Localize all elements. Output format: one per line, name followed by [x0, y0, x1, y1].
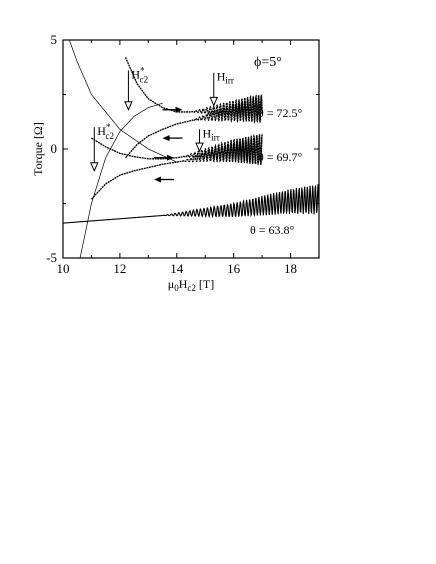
sweep-arrow-head [166, 154, 174, 161]
hirr-lower-arrow-head [195, 142, 204, 153]
sweep-arrow-head [162, 135, 170, 142]
hirr-upper-label: Hirr [217, 70, 234, 86]
sweep-arrow-head [175, 106, 183, 113]
background-curve-0 [68, 40, 177, 163]
theta-label: θ = 69.7° [258, 150, 303, 164]
x-tick-label: 12 [113, 261, 126, 276]
hc2-lower-arrow-head [90, 162, 99, 173]
theta-label: θ = 72.5° [258, 106, 303, 120]
annotations-layer: H* c2 H* c2 Hirr Hirr θ = 72.5° θ = 69.7° θ = 63… [90, 66, 303, 237]
x-tick-label: 14 [170, 261, 184, 276]
series-2-line [63, 184, 319, 224]
hirr-lower-label: Hirr [203, 126, 220, 142]
series-0-up-sweep [125, 96, 263, 159]
x-tick-label: 18 [284, 261, 297, 276]
y-tick-label: -5 [46, 250, 57, 265]
x-axis-label: μ0Hc2 [T] [168, 277, 214, 293]
x-tick-label: 16 [227, 261, 241, 276]
y-tick-label: 5 [51, 32, 58, 47]
series-1-up-sweep [90, 134, 263, 200]
hc2-upper-label: H* c2 [131, 66, 148, 85]
x-tick-label: 10 [57, 261, 70, 276]
hc2-upper-arrow-head [124, 101, 133, 112]
series-0-down-sweep [124, 57, 263, 122]
background-curve-1 [79, 102, 163, 258]
y-tick-label: 0 [51, 141, 58, 156]
panel-label: ϕ=5° [254, 55, 282, 70]
theta-label: θ = 63.8° [250, 223, 295, 237]
ticks-layer: 10 12 14 16 18 -5 0 5 [46, 32, 319, 276]
sweep-arrow-head [154, 176, 162, 183]
hc2-lower-label: H* c2 [97, 122, 114, 141]
y-axis-label: Torque [Ω] [31, 122, 45, 176]
hirr-upper-arrow-head [209, 96, 219, 107]
curves-layer [63, 40, 319, 258]
